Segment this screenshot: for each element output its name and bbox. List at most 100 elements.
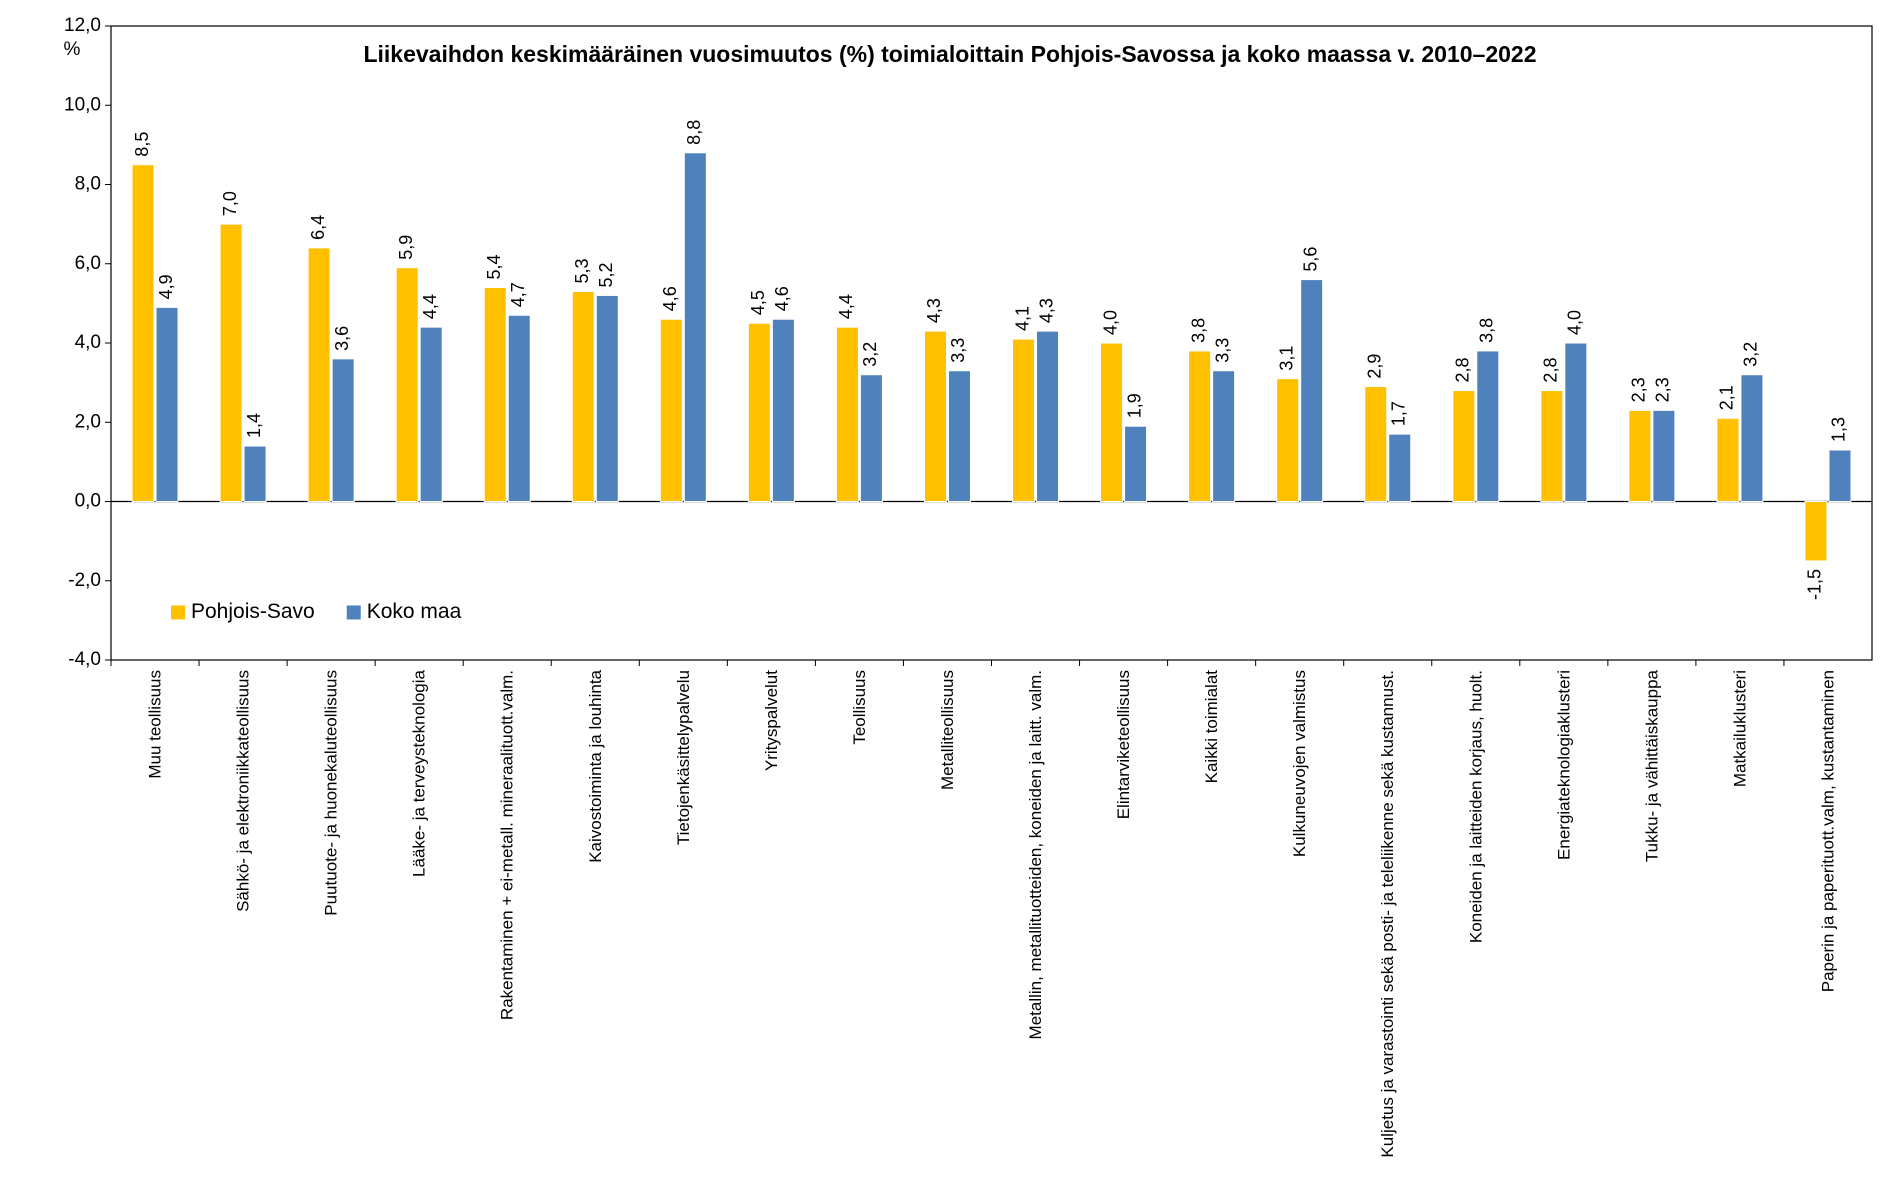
- value-label: 5,2: [596, 262, 616, 287]
- x-tick-label: Kuljetus ja varastointi sekä posti- ja t…: [1378, 670, 1398, 1158]
- value-label: 1,4: [244, 413, 264, 438]
- value-label: 2,3: [1629, 377, 1649, 402]
- bar: [683, 152, 707, 503]
- y-tick-label: 8,0: [75, 174, 101, 195]
- value-label: 3,3: [1212, 338, 1232, 363]
- x-tick-label: Puutuote- ja huonekaluteollisuus: [321, 670, 341, 916]
- value-label: 6,4: [308, 215, 328, 240]
- bar: [1276, 378, 1300, 503]
- value-label: 4,4: [420, 294, 440, 319]
- bar: [1652, 409, 1676, 502]
- legend-label: Pohjois-Savo: [191, 600, 315, 623]
- bar: [419, 326, 443, 502]
- y-unit: %: [64, 39, 81, 60]
- value-label: 8,5: [132, 132, 152, 157]
- bar: [1564, 342, 1588, 502]
- bar: [1740, 374, 1764, 503]
- bar: [835, 326, 859, 502]
- value-label: 4,3: [924, 298, 944, 323]
- value-label: 2,8: [1453, 358, 1473, 383]
- bar: [923, 330, 947, 502]
- legend-label: Koko maa: [367, 600, 462, 623]
- bar: [771, 318, 795, 502]
- bar: [1388, 433, 1412, 503]
- x-tick-label: Metallin, metallituotteiden, koneiden ja…: [1026, 670, 1046, 1040]
- value-label: 4,9: [156, 274, 176, 299]
- x-tick-label: Paperin ja paperituott.valm, kustantamin…: [1818, 670, 1838, 993]
- value-label: 4,7: [508, 282, 528, 307]
- value-label: 3,8: [1188, 318, 1208, 343]
- bar: [1828, 449, 1852, 502]
- value-label: 3,2: [860, 342, 880, 367]
- value-label: 1,3: [1829, 417, 1849, 442]
- bar: [131, 164, 155, 502]
- value-label: 2,8: [1541, 358, 1561, 383]
- x-tick-label: Lääke- ja terveysteknologia: [409, 670, 429, 877]
- bar: [1124, 425, 1148, 502]
- value-label: -1,5: [1805, 569, 1825, 600]
- chart-title: Liikevaihdon keskimääräinen vuosimuutos …: [363, 41, 1536, 67]
- y-tick-label: -2,0: [68, 570, 101, 591]
- value-label: 4,6: [772, 286, 792, 311]
- value-label: 3,1: [1276, 346, 1296, 371]
- y-tick-label: 4,0: [75, 332, 101, 353]
- bar: [1540, 390, 1564, 502]
- bar: [243, 445, 267, 502]
- bar: [1036, 330, 1060, 502]
- x-tick-label: Yrityspalvelut: [761, 670, 781, 772]
- x-tick-label: Elintarviketeollisuus: [1114, 670, 1134, 820]
- x-tick-label: Tietojenkäsittelypalvelu: [673, 670, 693, 846]
- y-tick-label: 12,0: [64, 15, 101, 36]
- bar: [331, 358, 355, 502]
- bar: [1212, 370, 1236, 502]
- bar: [659, 318, 683, 502]
- x-tick-label: Kulkuneuvojen valmistus: [1290, 670, 1310, 858]
- value-label: 2,1: [1717, 385, 1737, 410]
- value-label: 1,7: [1388, 401, 1408, 426]
- value-label: 8,8: [684, 120, 704, 145]
- bar: [1100, 342, 1124, 502]
- bar: [307, 247, 331, 502]
- legend-swatch: [346, 605, 361, 620]
- value-label: 4,4: [836, 294, 856, 319]
- value-label: 4,6: [660, 286, 680, 311]
- x-tick-label: Kaikki toimialat: [1202, 670, 1222, 784]
- bar: [1628, 409, 1652, 502]
- value-label: 1,9: [1124, 393, 1144, 418]
- bar: [219, 223, 243, 502]
- y-tick-label: -4,0: [68, 649, 101, 670]
- bar: [395, 267, 419, 502]
- value-label: 5,4: [484, 254, 504, 279]
- value-label: 3,8: [1477, 318, 1497, 343]
- y-tick-label: 6,0: [75, 253, 101, 274]
- value-label: 2,3: [1653, 377, 1673, 402]
- bar: [1300, 279, 1324, 502]
- y-tick-label: 2,0: [75, 411, 101, 432]
- y-tick-label: 0,0: [75, 491, 101, 512]
- value-label: 3,6: [332, 326, 352, 351]
- x-tick-label: Sähkö- ja elektroniikkateollisuus: [233, 670, 253, 912]
- x-tick-label: Matkailuklusteri: [1730, 670, 1750, 788]
- x-tick-label: Teollisuus: [849, 670, 869, 745]
- bar: [1452, 390, 1476, 502]
- x-tick-label: Muu teollisuus: [145, 670, 165, 779]
- bar: [947, 370, 971, 502]
- bar: [1804, 501, 1828, 562]
- bar: [747, 322, 771, 502]
- x-tick-label: Koneiden ja laitteiden korjaus, huolt.: [1466, 670, 1486, 944]
- bar: [1476, 350, 1500, 502]
- legend-swatch: [171, 605, 185, 620]
- x-tick-label: Metalliteollisuus: [937, 670, 957, 790]
- value-label: 4,3: [1036, 298, 1056, 323]
- value-label: 2,9: [1364, 354, 1384, 379]
- value-label: 4,0: [1565, 310, 1585, 335]
- bar: [483, 287, 507, 502]
- bar: [1716, 417, 1740, 503]
- bar: [1012, 338, 1036, 502]
- value-label: 5,9: [396, 235, 416, 260]
- bar: [1364, 386, 1388, 502]
- value-label: 5,3: [572, 258, 592, 283]
- bar: [155, 306, 179, 502]
